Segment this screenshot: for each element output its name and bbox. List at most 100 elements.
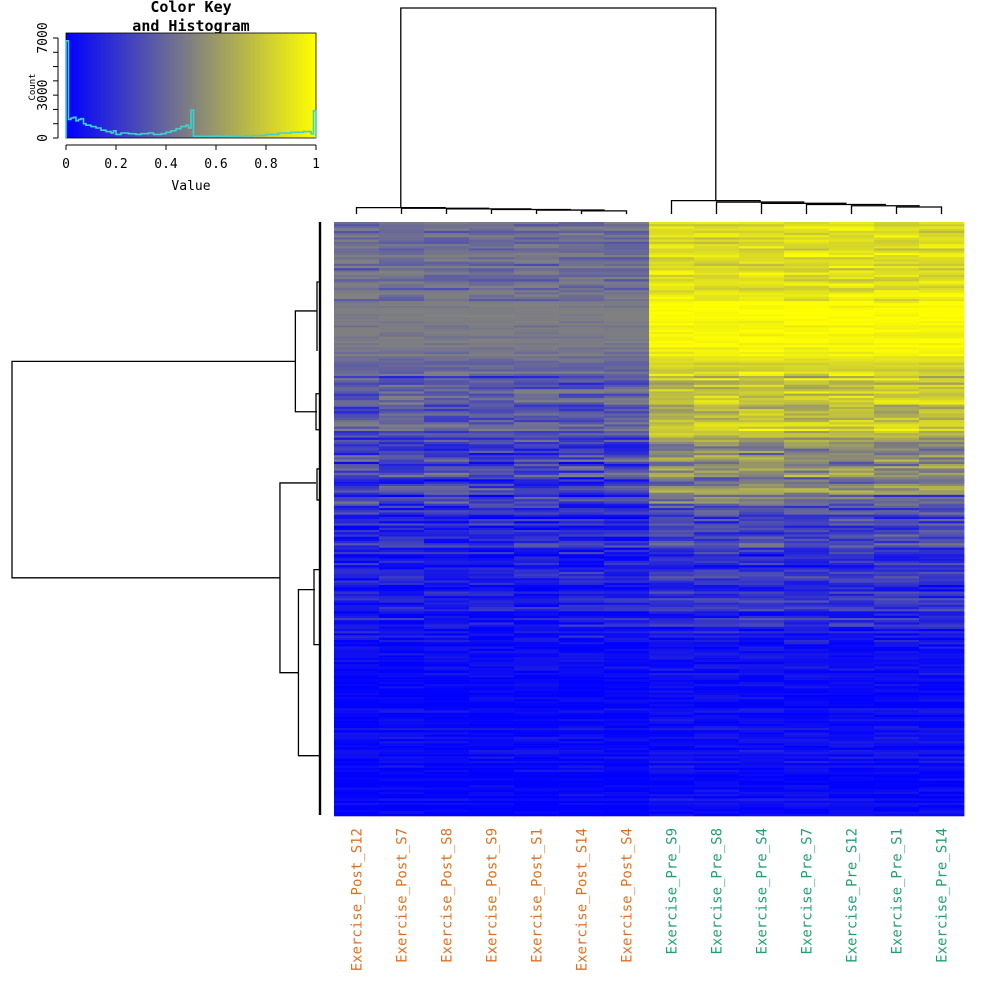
heatmap-cell xyxy=(739,679,785,683)
heatmap-cell xyxy=(694,398,740,401)
heatmap-cell xyxy=(649,596,695,599)
heatmap-cell xyxy=(334,301,380,304)
heatmap-cell xyxy=(649,774,695,777)
heatmap-cell xyxy=(874,525,920,529)
heatmap-cell xyxy=(469,239,515,243)
heatmap-cell xyxy=(514,466,560,469)
heatmap-cell xyxy=(919,598,965,601)
heatmap-cell xyxy=(424,347,470,350)
heatmap-cell xyxy=(919,578,965,581)
column-label: Exercise_Post_S4 xyxy=(620,828,636,963)
heatmap-cell xyxy=(649,230,695,234)
heatmap-cell xyxy=(649,340,695,344)
heatmap-cell xyxy=(919,321,965,324)
heatmap-cell xyxy=(784,360,830,364)
heatmap-cell xyxy=(334,637,380,641)
heatmap-cell xyxy=(379,367,425,370)
heatmap-cell xyxy=(694,657,740,661)
heatmap-cell xyxy=(874,633,920,636)
heatmap-cell xyxy=(469,688,515,691)
heatmap-cell xyxy=(739,439,785,443)
heatmap-cell xyxy=(829,483,875,487)
heatmap-cell xyxy=(604,552,650,555)
heatmap-cell xyxy=(739,255,785,258)
heatmap-cell xyxy=(649,536,695,540)
heatmap-cell xyxy=(514,358,560,361)
heatmap-cell xyxy=(649,640,695,643)
heatmap-cell xyxy=(514,472,560,476)
heatmap-cell xyxy=(514,604,560,608)
heatmap-cell xyxy=(739,431,785,434)
heatmap-cell xyxy=(784,809,830,812)
heatmap-cell xyxy=(694,351,740,355)
heatmap-cell xyxy=(334,582,380,586)
heatmap-cell xyxy=(559,813,605,817)
heatmap-cell xyxy=(379,312,425,315)
heatmap-cell xyxy=(379,677,425,680)
heatmap-cell xyxy=(469,323,515,326)
heatmap-cell xyxy=(604,620,650,623)
heatmap-cell xyxy=(559,411,605,414)
heatmap-cell xyxy=(559,415,605,419)
heatmap-cell xyxy=(424,813,470,817)
heatmap-cell xyxy=(334,332,380,335)
heatmap-cell xyxy=(829,428,875,432)
heatmap-cell xyxy=(784,600,830,603)
heatmap-cell xyxy=(514,415,560,419)
heatmap-cell xyxy=(649,224,695,227)
heatmap-cell xyxy=(559,662,605,665)
heatmap-cell xyxy=(424,516,470,520)
heatmap-cell xyxy=(424,780,470,784)
heatmap-cell xyxy=(784,486,830,489)
heatmap-cell xyxy=(874,453,920,456)
heatmap-cell xyxy=(649,349,695,353)
heatmap-cell xyxy=(334,571,380,575)
heatmap-cell xyxy=(469,334,515,337)
heatmap-cell xyxy=(739,406,785,410)
heatmap-cell xyxy=(874,483,920,487)
heatmap-cell xyxy=(379,459,425,463)
heatmap-cell xyxy=(919,255,965,258)
heatmap-cell xyxy=(919,248,965,251)
x-tick-label: 0.4 xyxy=(154,157,178,172)
heatmap-cell xyxy=(784,631,830,634)
heatmap-cell xyxy=(379,237,425,240)
heatmap-cell xyxy=(829,299,875,302)
heatmap-cell xyxy=(334,811,380,815)
heatmap-cell xyxy=(604,263,650,267)
heatmap-cell xyxy=(559,721,605,724)
heatmap-cell xyxy=(379,655,425,658)
heatmap-cell xyxy=(469,618,515,621)
heatmap-cell xyxy=(739,461,785,465)
heatmap-cell xyxy=(604,415,650,419)
heatmap-cell xyxy=(649,455,695,458)
heatmap-cell xyxy=(829,376,875,379)
heatmap-cell xyxy=(649,499,695,502)
heatmap-cell xyxy=(334,382,380,386)
heatmap-cell xyxy=(469,404,515,408)
heatmap-cell xyxy=(739,631,785,634)
heatmap-cell xyxy=(379,283,425,287)
heatmap-cell xyxy=(379,402,425,405)
heatmap-cell xyxy=(739,277,785,280)
heatmap-cell xyxy=(829,345,875,348)
heatmap-cell xyxy=(739,767,785,771)
heatmap-cell xyxy=(604,545,650,548)
heatmap-cell xyxy=(514,662,560,665)
heatmap-cell xyxy=(334,609,380,612)
heatmap-cell xyxy=(739,470,785,474)
heatmap-cell xyxy=(424,255,470,258)
heatmap-cell xyxy=(919,417,965,421)
heatmap-cell xyxy=(379,695,425,698)
heatmap-cell xyxy=(469,292,515,295)
column-label: Exercise_Pre_S8 xyxy=(710,828,726,954)
heatmap-cell xyxy=(424,655,470,658)
heatmap-cell xyxy=(604,633,650,636)
heatmap-cell xyxy=(739,578,785,581)
heatmap-cell xyxy=(469,728,515,731)
heatmap-cell xyxy=(784,789,830,793)
heatmap-cell xyxy=(334,369,380,372)
heatmap-cell xyxy=(784,422,830,425)
heatmap-cell xyxy=(424,745,470,749)
heatmap-cell xyxy=(694,675,740,678)
